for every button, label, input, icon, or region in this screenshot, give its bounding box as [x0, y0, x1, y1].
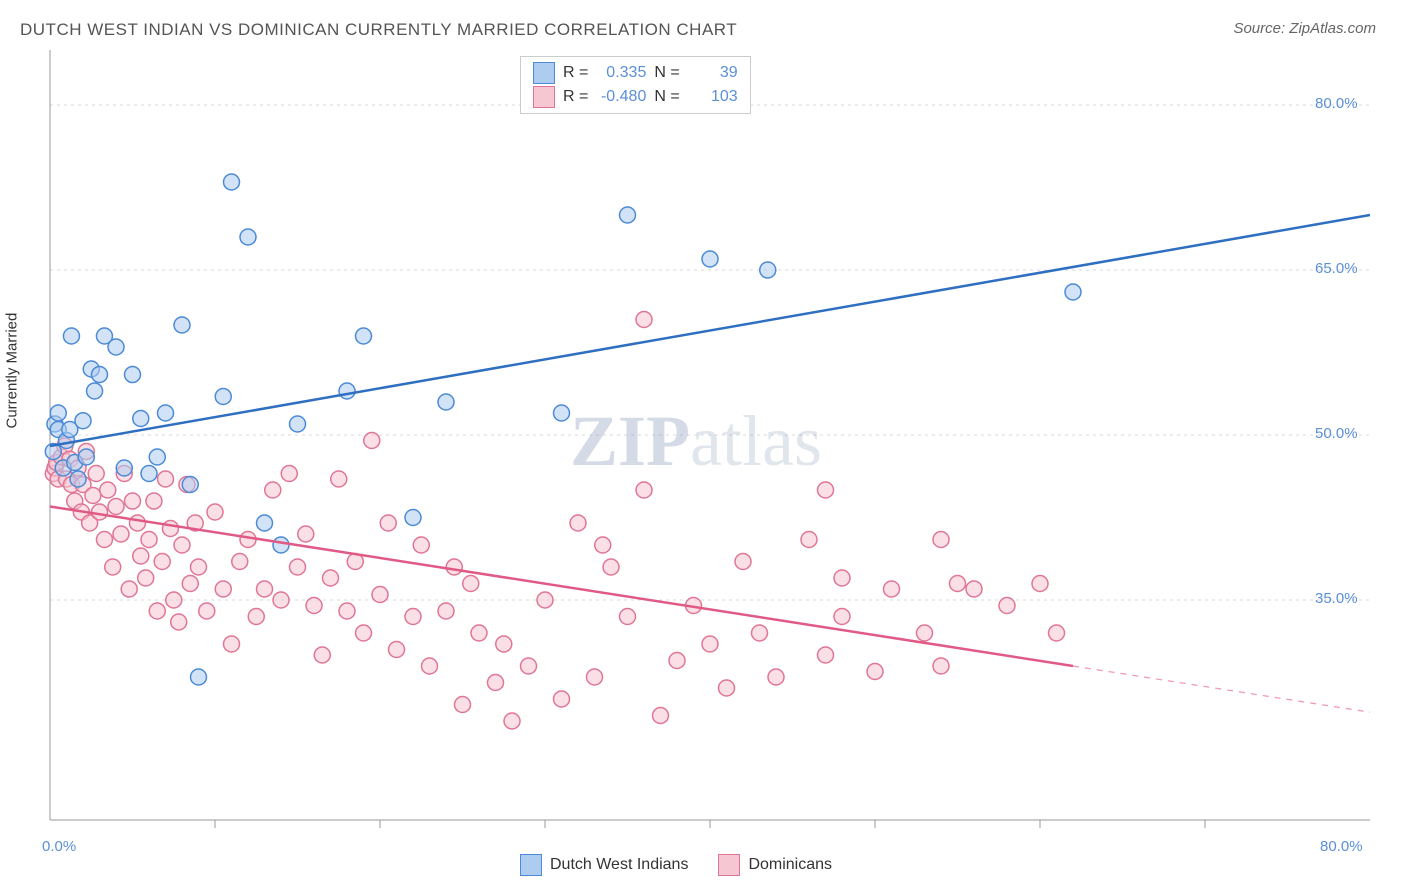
legend-swatch-1 — [533, 86, 555, 108]
n-label: N = — [654, 88, 679, 106]
x-tick-label-right: 80.0% — [1320, 838, 1363, 855]
series-legend: Dutch West Indians Dominicans — [520, 854, 832, 876]
x-tick-label-left: 0.0% — [42, 838, 76, 855]
r-label: R = — [563, 88, 588, 106]
scatter-plot-svg — [0, 0, 1406, 892]
r-value-1: -0.480 — [596, 88, 646, 106]
r-label: R = — [563, 64, 588, 82]
y-tick-label: 65.0% — [1315, 260, 1358, 277]
legend-label-1: Dominicans — [748, 856, 832, 874]
correlation-legend: R = 0.335 N = 39 R = -0.480 N = 103 — [520, 56, 751, 114]
legend-swatch-bottom-1 — [718, 854, 740, 876]
y-tick-label: 50.0% — [1315, 425, 1358, 442]
y-tick-label: 80.0% — [1315, 95, 1358, 112]
legend-item-1: Dominicans — [718, 854, 832, 876]
legend-swatch-0 — [533, 62, 555, 84]
n-label: N = — [654, 64, 679, 82]
legend-swatch-bottom-0 — [520, 854, 542, 876]
legend-label-0: Dutch West Indians — [550, 856, 688, 874]
legend-item-0: Dutch West Indians — [520, 854, 688, 876]
r-value-0: 0.335 — [596, 64, 646, 82]
legend-row-series-0: R = 0.335 N = 39 — [533, 61, 738, 85]
y-tick-label: 35.0% — [1315, 590, 1358, 607]
legend-row-series-1: R = -0.480 N = 103 — [533, 85, 738, 109]
n-value-1: 103 — [688, 88, 738, 106]
n-value-0: 39 — [688, 64, 738, 82]
